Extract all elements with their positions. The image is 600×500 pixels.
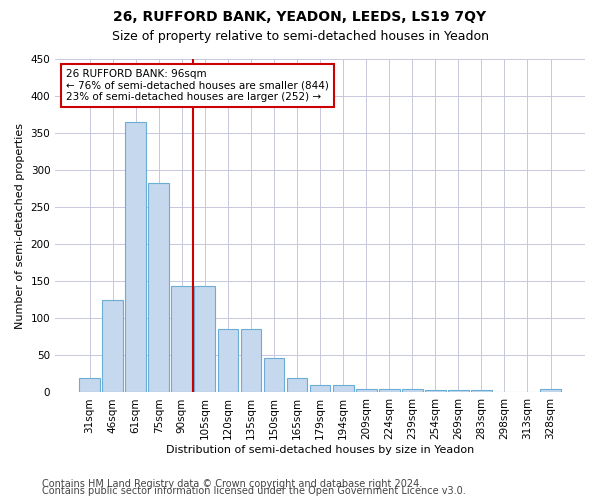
X-axis label: Distribution of semi-detached houses by size in Yeadon: Distribution of semi-detached houses by … [166,445,474,455]
Bar [148,183,169,392]
Bar [471,390,492,392]
Bar [79,378,100,392]
Bar [310,385,331,392]
Bar [125,122,146,392]
Y-axis label: Number of semi-detached properties: Number of semi-detached properties [15,122,25,328]
Text: Contains HM Land Registry data © Crown copyright and database right 2024.: Contains HM Land Registry data © Crown c… [42,479,422,489]
Text: Contains public sector information licensed under the Open Government Licence v3: Contains public sector information licen… [42,486,466,496]
Bar [102,300,123,392]
Text: 26 RUFFORD BANK: 96sqm
← 76% of semi-detached houses are smaller (844)
23% of se: 26 RUFFORD BANK: 96sqm ← 76% of semi-det… [66,69,329,102]
Bar [448,390,469,392]
Bar [263,358,284,392]
Text: 26, RUFFORD BANK, YEADON, LEEDS, LS19 7QY: 26, RUFFORD BANK, YEADON, LEEDS, LS19 7Q… [113,10,487,24]
Bar [172,286,192,393]
Bar [241,330,262,392]
Bar [356,390,377,392]
Bar [287,378,307,392]
Bar [402,390,422,392]
Bar [379,389,400,392]
Bar [540,390,561,392]
Bar [333,385,353,392]
Bar [218,330,238,392]
Bar [425,390,446,392]
Text: Size of property relative to semi-detached houses in Yeadon: Size of property relative to semi-detach… [112,30,488,43]
Bar [194,286,215,393]
